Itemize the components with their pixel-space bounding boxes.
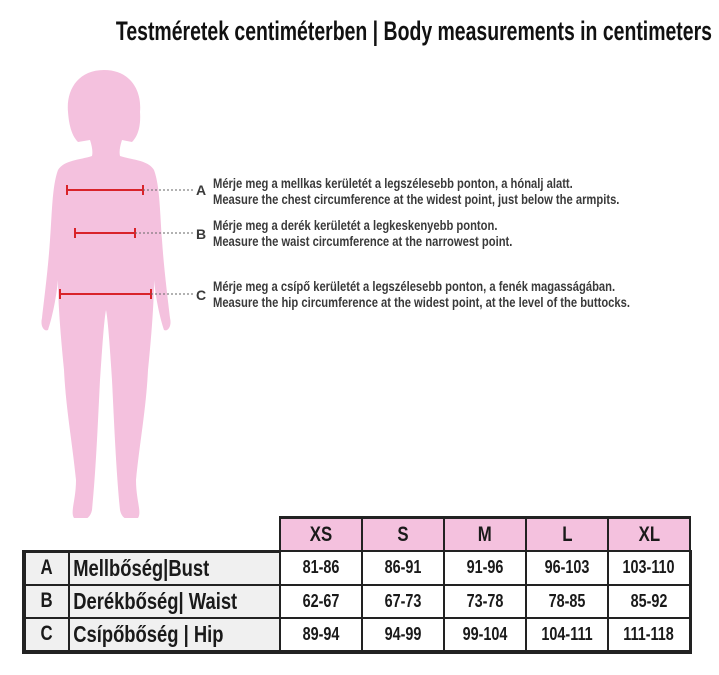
size-header: XL	[606, 516, 692, 552]
table-row: C Csípőbőség | Hip 89-94 94-99 99-104 10…	[22, 616, 692, 654]
marker-c: C	[196, 287, 207, 303]
size-header: S	[360, 516, 445, 552]
instruction-b: Mérje meg a derék kerületét a legkeskeny…	[213, 217, 513, 249]
marker-b: B	[196, 226, 207, 242]
size-header: L	[524, 516, 609, 552]
size-header: XS	[278, 516, 363, 552]
size-header-row: XS S M L XL	[24, 516, 692, 553]
instruction-c: Mérje meg a csípő kerületét a legszélese…	[213, 278, 630, 310]
size-header: M	[442, 516, 527, 552]
page-title: Testméretek centiméterben | Body measure…	[115, 16, 712, 46]
marker-a: A	[196, 182, 207, 198]
instruction-a: Mérje meg a mellkas kerületét a legszéle…	[213, 175, 620, 207]
table-row: B Derékbőség| Waist 62-67 67-73 73-78 78…	[22, 583, 692, 619]
body-silhouette	[41, 70, 194, 520]
table-row: A Mellbőség|Bust 81-86 86-91 91-96 96-10…	[22, 550, 692, 586]
size-table: XS S M L XL A Mellbőség|Bust 81-86 86-91…	[22, 516, 692, 654]
